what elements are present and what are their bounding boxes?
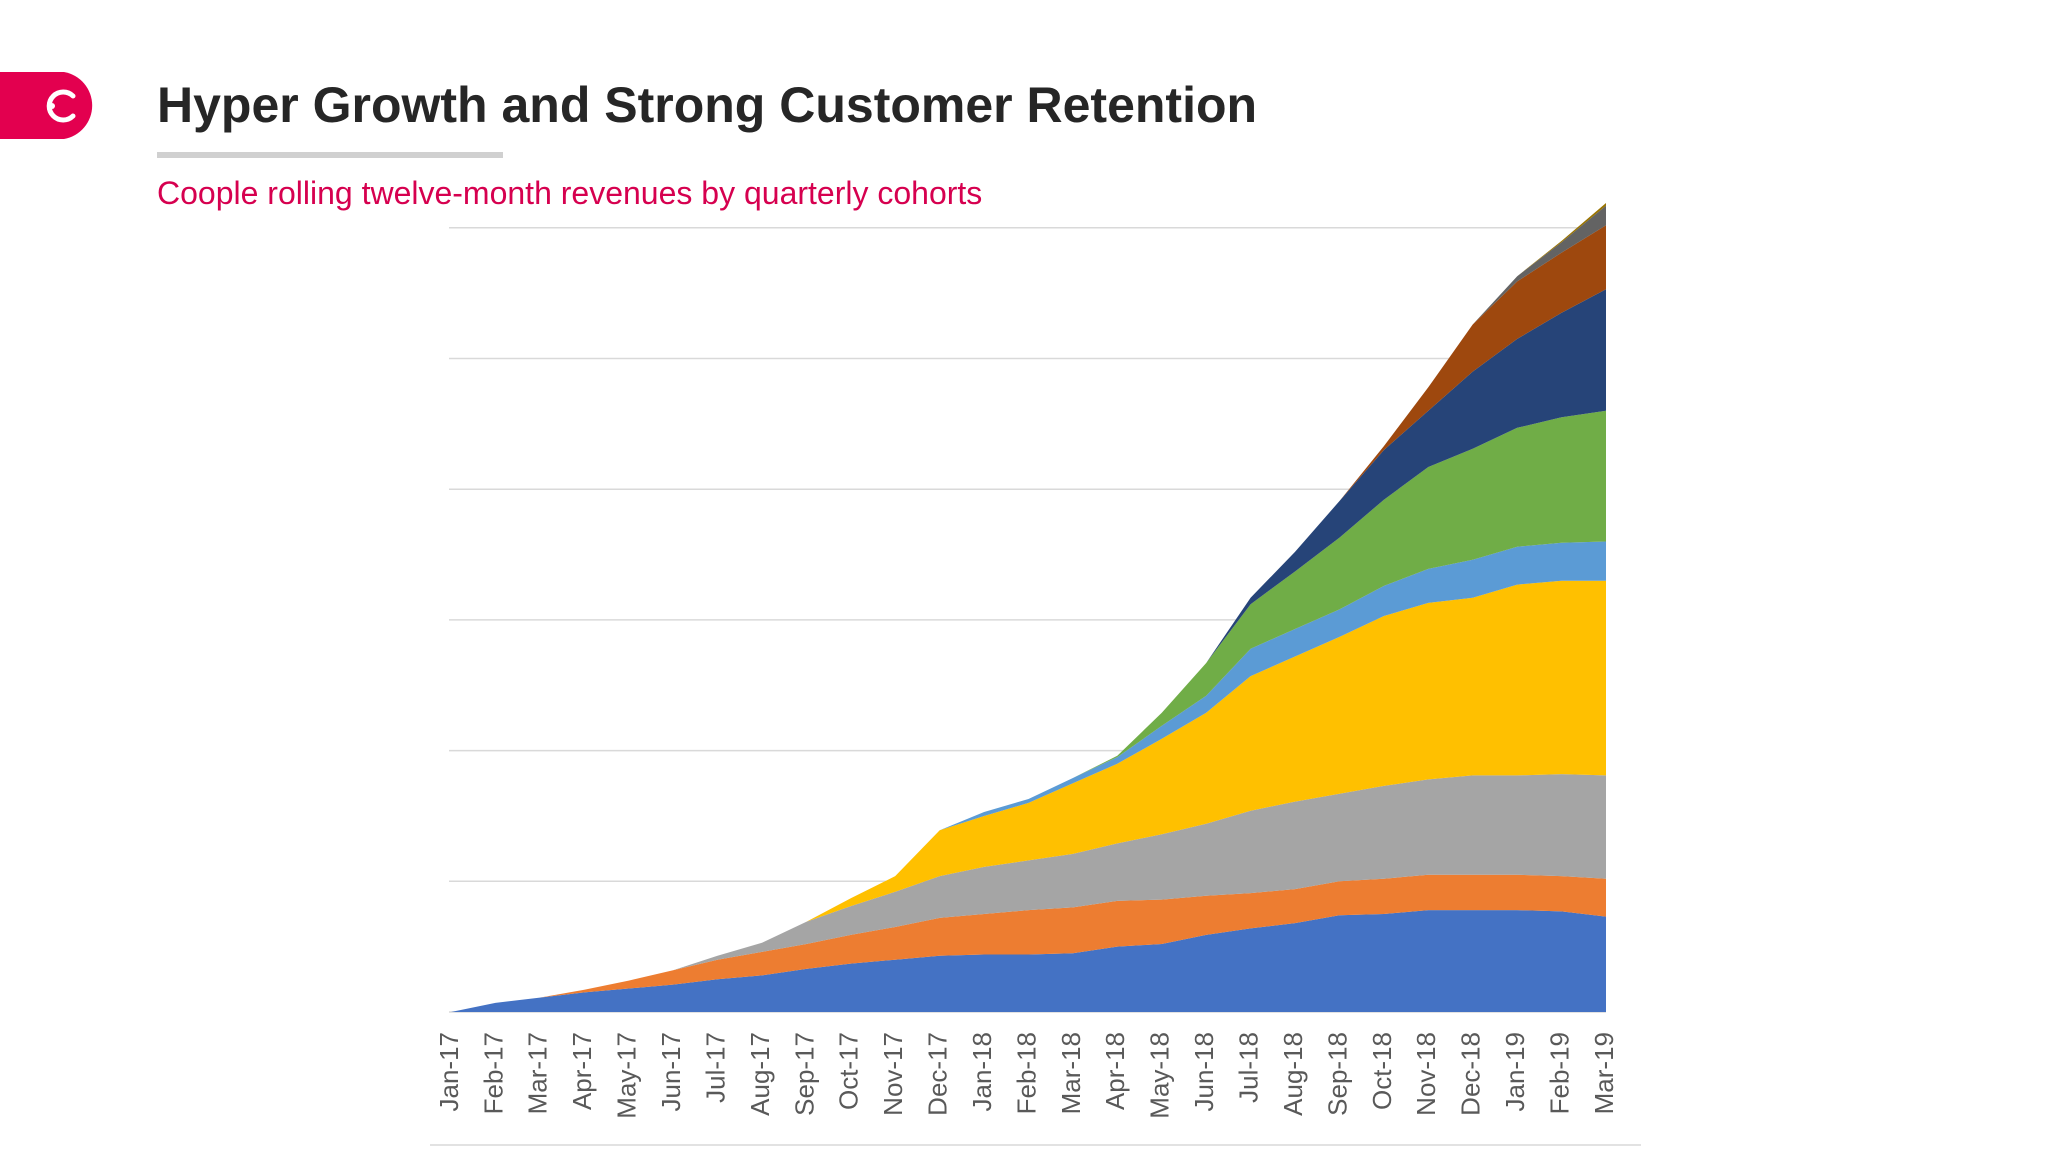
slide-subtitle: Coople rolling twelve-month revenues by …: [157, 175, 982, 211]
area: [451, 580, 1606, 1012]
x-tick-label: Aug-18: [1278, 1032, 1308, 1116]
x-tick-label: Dec-17: [923, 1032, 953, 1116]
slide-title: Hyper Growth and Strong Customer Retenti…: [157, 77, 1257, 133]
x-tick-label: Nov-17: [878, 1032, 908, 1116]
x-tick-label: Jun-17: [656, 1032, 686, 1112]
x-axis: Jan-17 Feb-17 Mar-17 Apr-17 May-17 Jun-17 Jul-…: [434, 1032, 1619, 1119]
x-tick-label: Mar-18: [1056, 1032, 1086, 1114]
x-tick-label: Apr-17: [567, 1032, 597, 1110]
logo-dot: [49, 103, 55, 109]
title-underline: [157, 152, 503, 158]
x-tick-label: Feb-17: [478, 1032, 508, 1114]
area: [451, 541, 1606, 1012]
x-tick-label: Jan-19: [1500, 1032, 1530, 1112]
area: [451, 874, 1606, 1012]
x-tick-label: Mar-19: [1589, 1032, 1619, 1114]
x-tick-label: May-17: [612, 1032, 642, 1119]
x-tick-label: Jul-17: [700, 1032, 730, 1103]
x-tick-label: May-18: [1145, 1032, 1175, 1119]
x-tick-label: Jan-17: [434, 1032, 464, 1112]
x-tick-label: Jan-18: [967, 1032, 997, 1112]
x-tick-label: Jul-18: [1233, 1032, 1263, 1103]
areas: [451, 203, 1606, 1013]
x-tick-label: Oct-18: [1367, 1032, 1397, 1110]
x-tick-label: Feb-19: [1544, 1032, 1574, 1114]
logo-badge: [0, 72, 93, 139]
x-tick-label: Sep-17: [789, 1032, 819, 1116]
x-tick-label: Feb-18: [1011, 1032, 1041, 1114]
x-tick-label: Nov-18: [1411, 1032, 1441, 1116]
area: [451, 410, 1606, 1012]
area: [451, 910, 1606, 1012]
area: [451, 774, 1606, 1012]
x-tick-label: Oct-17: [834, 1032, 864, 1110]
x-tick-label: Sep-18: [1322, 1032, 1352, 1116]
logo: [0, 72, 93, 139]
x-tick-label: Mar-17: [523, 1032, 553, 1114]
x-tick-label: Jun-18: [1189, 1032, 1219, 1112]
x-tick-label: Aug-17: [745, 1032, 775, 1116]
area: [451, 289, 1606, 1012]
x-tick-label: Dec-18: [1456, 1032, 1486, 1116]
x-tick-label: Apr-18: [1100, 1032, 1130, 1110]
